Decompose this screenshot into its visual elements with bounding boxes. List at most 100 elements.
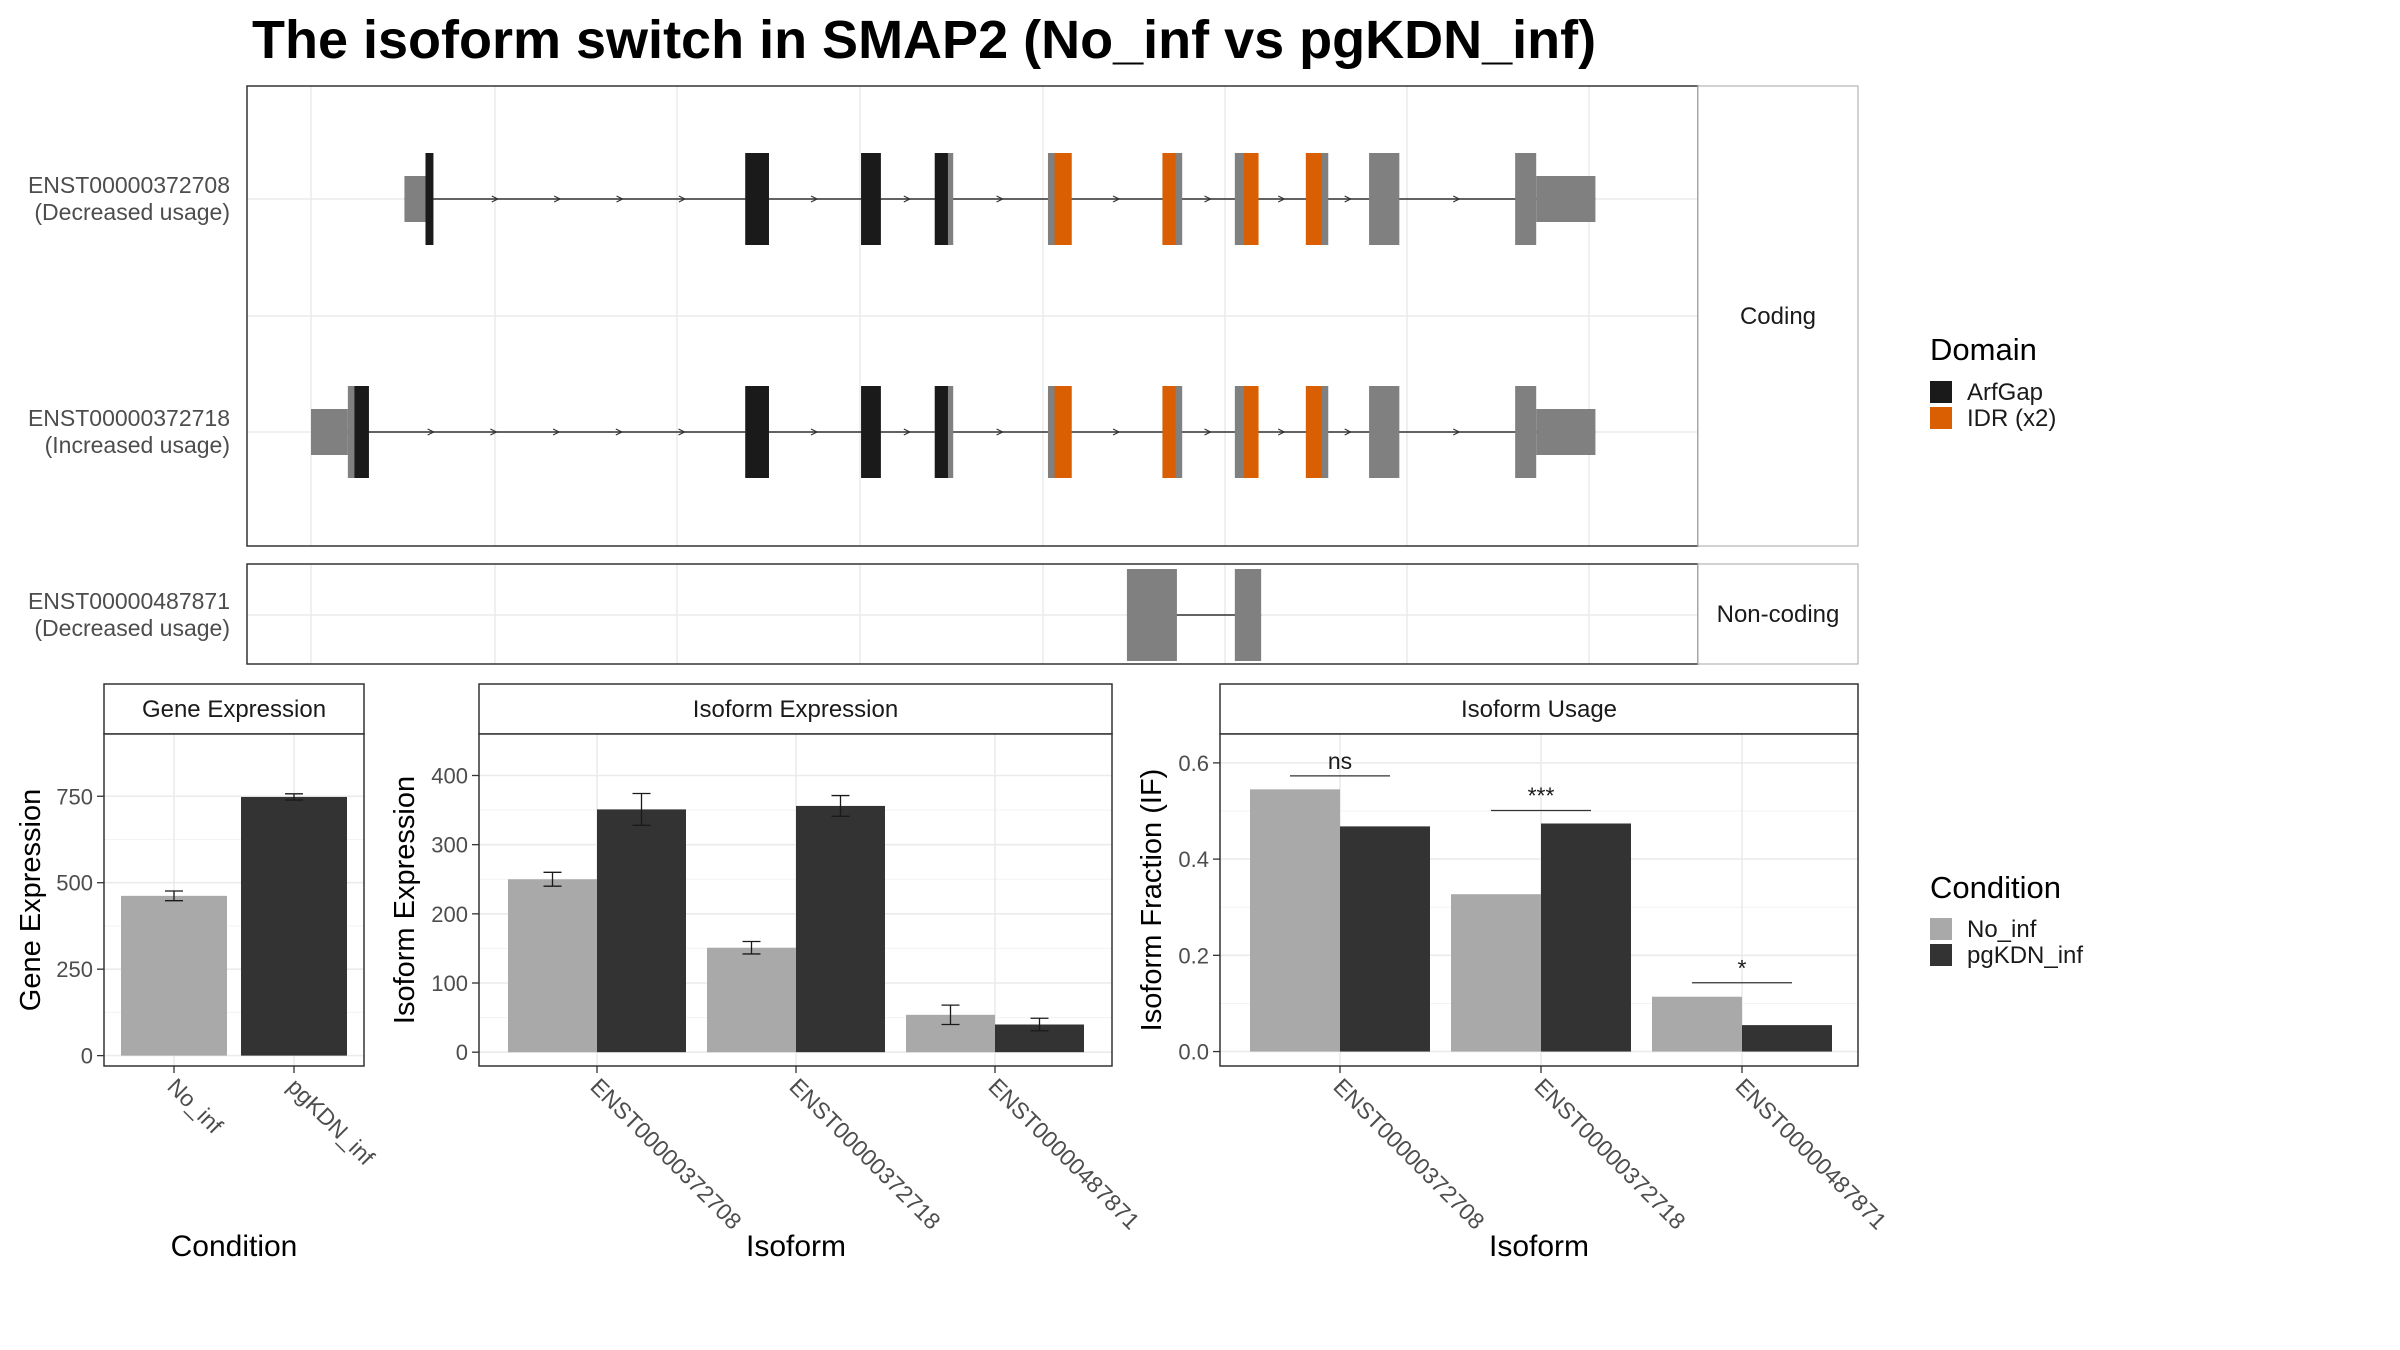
error-bar	[742, 940, 761, 955]
idr-domain	[1054, 386, 1072, 478]
y-tick-label: 0.2	[1178, 943, 1209, 968]
arfgap-domain	[745, 153, 769, 245]
error-bar	[285, 793, 303, 801]
y-tick-label: 750	[56, 784, 93, 809]
error-bar	[632, 792, 651, 826]
intron-arrow	[810, 428, 819, 436]
intron-arrow	[678, 195, 687, 203]
arfgap-domain	[934, 153, 948, 245]
figure-title: The isoform switch in SMAP2 (No_inf vs p…	[252, 10, 1596, 70]
intron-arrow	[1344, 428, 1353, 436]
bar-pgkdn_inf	[1742, 1025, 1832, 1052]
domain-legend-title: Domain	[1930, 332, 2037, 367]
bar-pgkdn_inf	[796, 805, 885, 1053]
intron-arrow	[427, 428, 435, 436]
arfgap-domain	[934, 386, 948, 478]
intron-arrow	[615, 428, 624, 436]
error-bar	[543, 871, 562, 887]
x-axis-title: Isoform	[1489, 1230, 1589, 1263]
coding-exon	[1369, 153, 1400, 245]
utr-exon	[311, 409, 348, 455]
facet-strip	[1697, 563, 1859, 665]
facet-label: Coding	[1740, 303, 1816, 330]
y-tick-label: 0.4	[1178, 847, 1209, 872]
intron-arrow	[553, 195, 562, 203]
arfgap-domain	[861, 386, 881, 478]
y-tick-label: 200	[431, 902, 468, 927]
transcript-usage-label: (Decreased usage)	[34, 199, 230, 225]
intron-arrow	[1277, 428, 1286, 436]
significance-label: ***	[1528, 783, 1555, 809]
y-tick-label: 300	[431, 833, 468, 858]
coding-exon	[1234, 569, 1262, 661]
y-tick-label: 0.0	[1178, 1040, 1209, 1065]
error-bar	[1030, 1017, 1049, 1032]
y-tick-label: 400	[431, 764, 468, 789]
arfgap-domain	[745, 386, 769, 478]
intron-arrow	[996, 195, 1004, 203]
y-axis-title: Isoform Expression	[389, 776, 421, 1024]
intron-arrow	[1112, 195, 1121, 203]
y-axis-title: Gene Expression	[15, 789, 47, 1011]
coding-exon	[1126, 569, 1177, 661]
condition-legend-label: No_inf	[1967, 916, 2037, 943]
utr-exon	[1536, 409, 1596, 455]
idr-domain	[1054, 153, 1072, 245]
domain-legend-swatch	[1930, 407, 1952, 429]
bar-chart-0: Gene Expression 0 250 500 750 No_inf pgKDN_inf…	[15, 683, 380, 1263]
significance-label: ns	[1328, 748, 1352, 774]
y-tick-label: 250	[56, 957, 93, 982]
transcript-label: ENST00000372718	[28, 405, 230, 431]
error-bar	[831, 794, 850, 817]
transcript-structure-plot: ENST00000372708(Decreased usage)ENST0000…	[28, 85, 1859, 665]
transcript-label: ENST00000487871	[28, 588, 230, 614]
intron-arrow	[1344, 195, 1353, 203]
chart-strip-label: Isoform Expression	[693, 696, 898, 723]
chart-strip-label: Gene Expression	[142, 696, 326, 723]
idr-domain	[1305, 386, 1322, 478]
error-bar	[941, 1004, 960, 1026]
coding-exon	[1369, 386, 1400, 478]
condition-legend-title: Condition	[1930, 870, 2061, 905]
intron-arrow	[1452, 195, 1461, 203]
x-tick-label: ENST00000487871	[1730, 1073, 1891, 1234]
chart-panel-border	[103, 733, 365, 1067]
bar-pgkdn_inf	[241, 796, 347, 1056]
x-tick-label: ENST00000487871	[983, 1073, 1144, 1234]
idr-domain	[1244, 386, 1259, 478]
coding-exon	[1515, 153, 1537, 245]
x-tick-label: No_inf	[162, 1073, 228, 1139]
idr-domain	[1162, 153, 1176, 245]
arfgap-domain	[425, 153, 434, 245]
x-axis-title: Condition	[171, 1230, 298, 1263]
bar-no_inf	[508, 879, 597, 1053]
intron-arrow	[903, 428, 912, 436]
bar-pgkdn_inf	[1340, 826, 1430, 1052]
idr-domain	[1162, 386, 1176, 478]
bar-no_inf	[707, 947, 796, 1053]
x-tick-label: ENST00000372708	[585, 1073, 746, 1234]
intron-arrow	[996, 428, 1004, 436]
bar-no_inf	[1250, 789, 1340, 1052]
intron-arrow	[810, 195, 819, 203]
arfgap-domain	[354, 386, 369, 478]
intron-arrow	[1204, 428, 1212, 436]
utr-exon	[1536, 176, 1596, 222]
intron-arrow	[1277, 195, 1286, 203]
utr-exon	[404, 176, 426, 222]
transcript-label: ENST00000372708	[28, 172, 230, 198]
intron-arrow	[1452, 428, 1461, 436]
y-tick-label: 0	[456, 1040, 468, 1065]
bar-chart-2: Isoform Usagens****0.00.20.40.6ENST00000…	[1136, 683, 1892, 1263]
bar-chart-1: Isoform Expression 0 100 200 300 400 ENST00000…	[389, 683, 1145, 1263]
y-tick-label: 0	[81, 1044, 93, 1069]
transcript-usage-label: (Increased usage)	[45, 432, 230, 458]
significance-label: *	[1738, 955, 1747, 981]
bar-charts: Gene Expression 0 250 500 750 No_inf pgKDN_inf…	[15, 683, 1892, 1263]
transcript-usage-label: (Decreased usage)	[34, 615, 230, 641]
intron-arrow	[616, 195, 624, 203]
condition-legend-label: pgKDN_inf	[1967, 942, 2083, 969]
bar-no_inf	[1451, 894, 1541, 1052]
x-axis-title: Isoform	[746, 1230, 846, 1263]
